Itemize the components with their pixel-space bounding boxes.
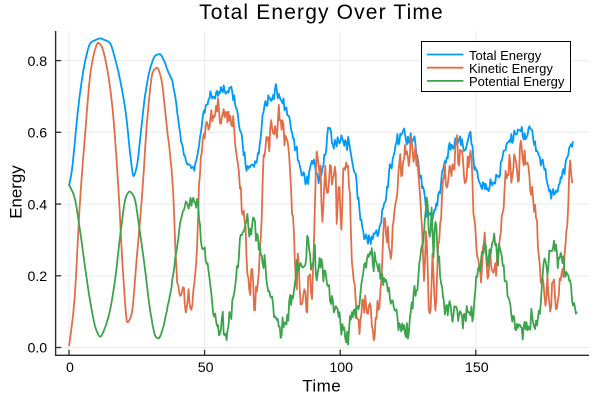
- svg-text:Total Energy Over Time: Total Energy Over Time: [199, 1, 444, 24]
- svg-text:0.2: 0.2: [27, 269, 47, 285]
- svg-text:Energy: Energy: [7, 165, 26, 219]
- svg-text:150: 150: [465, 360, 489, 376]
- svg-text:0.0: 0.0: [27, 341, 47, 357]
- svg-text:0: 0: [66, 360, 74, 376]
- svg-text:Time: Time: [302, 376, 341, 395]
- svg-text:Total Energy: Total Energy: [469, 48, 542, 63]
- svg-text:Potential Energy: Potential Energy: [469, 74, 565, 89]
- svg-text:Kinetic Energy: Kinetic Energy: [469, 61, 553, 76]
- svg-text:100: 100: [329, 360, 353, 376]
- svg-text:0.4: 0.4: [27, 197, 47, 213]
- svg-text:0.8: 0.8: [27, 54, 47, 70]
- svg-text:0.6: 0.6: [27, 126, 47, 142]
- svg-text:50: 50: [198, 360, 214, 376]
